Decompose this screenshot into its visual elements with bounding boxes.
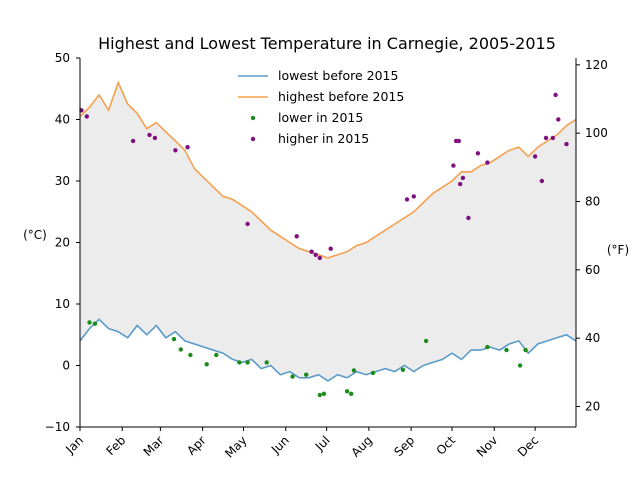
x-tick-label: Apr [184, 433, 209, 458]
series-line-1 [79, 80, 577, 259]
scatter-point-0 [92, 321, 98, 326]
scatter-point-1 [147, 132, 152, 138]
scatter-point-0 [423, 338, 429, 344]
x-tick-label: Mar [141, 433, 167, 459]
scatter-point-1 [245, 221, 250, 227]
scatter-point-0 [171, 336, 177, 342]
scatter-point-0 [485, 344, 490, 350]
scatter-point-0 [304, 372, 309, 377]
y-tick-label-right: 40 [585, 331, 600, 345]
scatter-point-0 [178, 347, 183, 352]
y-tick-label-right: 60 [585, 263, 600, 277]
scatter-point-0 [264, 360, 269, 365]
scatter-point-1 [475, 151, 481, 156]
scatter-point-0 [351, 368, 357, 373]
scatter-point-1 [317, 255, 322, 261]
x-tick-label: Oct [434, 433, 459, 458]
scatter-point-1 [152, 135, 158, 141]
series-line-0 [79, 318, 577, 382]
scatter-point-0 [344, 389, 350, 394]
y-tick-label-left: 40 [55, 113, 70, 127]
scatter-point-1 [485, 160, 490, 165]
x-tick-label: May [222, 433, 249, 460]
scatter-point-1 [550, 135, 555, 141]
scatter-point-1 [84, 114, 90, 119]
legend-label: lower in 2015 [278, 110, 363, 125]
legend-label: higher in 2015 [278, 131, 369, 146]
scatter-point-0 [321, 391, 327, 396]
scatter-point-0 [188, 352, 193, 358]
x-tick-label: Feb [103, 433, 128, 458]
scatter-point-1 [185, 145, 190, 150]
x-tick-label: Nov [474, 433, 500, 459]
y-tick-label-right: 100 [585, 126, 608, 140]
x-tick-label: Jun [268, 433, 292, 457]
legend-marker-dot [250, 136, 256, 142]
scatter-point-1 [458, 181, 463, 187]
scatter-point-1 [539, 178, 545, 184]
scatter-point-1 [556, 117, 561, 122]
scatter-point-1 [451, 163, 456, 168]
scatter-point-0 [237, 360, 242, 365]
x-tick-label: Jul [312, 433, 333, 454]
y-tick-label-left: 0 [62, 359, 70, 373]
scatter-point-1 [309, 249, 314, 254]
y-tick-label-left: 30 [55, 174, 70, 188]
y-tick-label-left: 10 [55, 297, 70, 311]
scatter-point-0 [290, 374, 295, 379]
scatter-point-1 [553, 92, 558, 98]
scatter-point-1 [411, 194, 416, 199]
scatter-point-1 [532, 154, 538, 159]
scatter-point-0 [523, 347, 528, 353]
scatter-point-0 [245, 360, 250, 365]
y-tick-label-right: 20 [585, 400, 600, 414]
scatter-point-1 [466, 215, 471, 221]
scatter-point-1 [130, 138, 136, 144]
scatter-point-1 [313, 252, 318, 257]
fill-between-area [80, 82, 576, 381]
legend-label: lowest before 2015 [278, 68, 398, 83]
legend-marker-dot [250, 115, 256, 121]
scatter-point-1 [456, 138, 461, 144]
scatter-point-0 [370, 370, 376, 376]
x-tick-label: Aug [349, 433, 375, 459]
x-tick-label: Jan [62, 433, 86, 457]
legend-label: highest before 2015 [278, 89, 404, 104]
y-tick-label-right: 80 [585, 195, 600, 209]
y-tick-label-left: −10 [45, 420, 70, 434]
scatter-point-1 [460, 175, 466, 181]
scatter-point-0 [400, 367, 406, 372]
y-tick-label-right: 120 [585, 58, 608, 72]
scatter-point-0 [349, 391, 354, 396]
scatter-point-1 [564, 141, 569, 147]
scatter-point-0 [317, 392, 322, 398]
y-tick-label-left: 50 [55, 51, 70, 65]
scatter-point-0 [87, 320, 92, 325]
scatter-point-0 [214, 352, 219, 358]
scatter-point-0 [517, 363, 523, 368]
y-axis-label-left: (°C) [23, 228, 47, 242]
scatter-point-0 [504, 347, 509, 353]
scatter-point-0 [204, 362, 209, 367]
scatter-point-1 [404, 197, 410, 202]
chart-title: Highest and Lowest Temperature in Carneg… [98, 34, 556, 53]
scatter-point-1 [294, 234, 299, 239]
x-tick-label: Dec [515, 433, 541, 459]
scatter-point-1 [543, 135, 549, 141]
scatter-point-1 [328, 246, 333, 251]
x-tick-label: Sep [391, 433, 417, 459]
scatter-point-1 [173, 148, 178, 153]
y-axis-label-right: (°F) [607, 243, 629, 257]
y-tick-label-left: 20 [55, 236, 70, 250]
